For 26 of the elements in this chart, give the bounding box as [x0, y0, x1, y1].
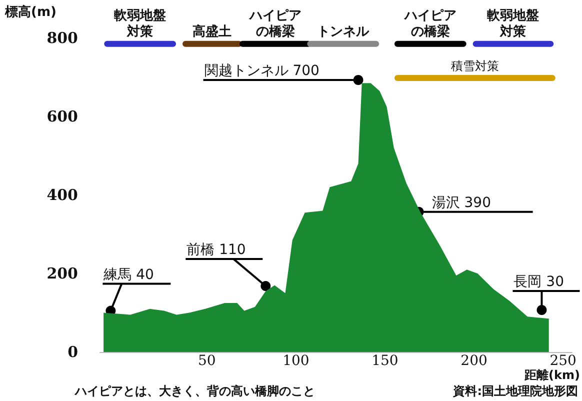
annotation: 長岡 30: [514, 274, 564, 290]
annotation: 前橋 110: [186, 242, 246, 258]
series-label: ハイピアの橋梁: [403, 8, 456, 40]
series-label: 軟弱地盤対策: [113, 8, 166, 40]
series-label: トンネル: [317, 24, 370, 40]
annotation: 関越トンネル 700: [204, 62, 320, 79]
y-tick-label: 800: [46, 29, 78, 47]
series-label: 高盛土: [192, 23, 232, 40]
x-axis-title: 距離(km): [524, 368, 580, 382]
y-tick-label: 400: [46, 186, 78, 204]
y-tick-label: 0: [68, 343, 78, 361]
text: 資料:国土地理院地形図: [452, 384, 578, 398]
x-tick-label: 200: [460, 353, 488, 369]
series-label: 軟弱地盤対策: [486, 8, 540, 40]
x-tick-label: 150: [372, 353, 398, 369]
text: ハイピアとは、大きく、背の高い橋脚のこと: [74, 384, 315, 398]
x-tick-label: 50: [198, 353, 216, 369]
annotation: 練馬 40: [102, 266, 154, 283]
x-tick-label: 250: [550, 353, 576, 369]
annotation: 湯沢 390: [432, 194, 491, 211]
y-axis-title: 標高(m): [4, 4, 56, 20]
series-label: ハイピアの橋梁: [248, 8, 302, 40]
x-tick-label: 100: [282, 353, 310, 369]
series-label: 積雪対策: [450, 59, 499, 74]
y-tick-label: 600: [46, 108, 78, 126]
y-tick-label: 200: [46, 264, 78, 282]
